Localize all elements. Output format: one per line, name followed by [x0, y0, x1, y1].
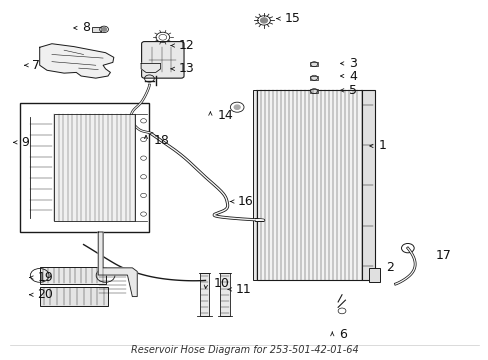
Text: 1: 1 — [378, 139, 386, 152]
Bar — [54, 114, 135, 221]
Text: 11: 11 — [235, 283, 251, 296]
Text: 2: 2 — [385, 261, 393, 274]
Bar — [92, 27, 101, 32]
FancyBboxPatch shape — [142, 41, 183, 78]
Circle shape — [102, 28, 106, 31]
Text: 20: 20 — [37, 288, 53, 301]
Polygon shape — [98, 232, 137, 297]
Text: 6: 6 — [339, 328, 347, 341]
Text: 7: 7 — [32, 59, 41, 72]
Text: 8: 8 — [82, 22, 90, 35]
Bar — [256, 90, 361, 280]
Circle shape — [234, 105, 240, 109]
Text: 18: 18 — [153, 134, 169, 147]
Bar — [310, 76, 318, 80]
Text: 3: 3 — [348, 57, 356, 70]
Text: 15: 15 — [284, 12, 300, 25]
Text: 17: 17 — [435, 249, 451, 262]
Text: 5: 5 — [348, 84, 357, 97]
Bar — [220, 273, 229, 316]
Text: Reservoir Hose Diagram for 253-501-42-01-64: Reservoir Hose Diagram for 253-501-42-01… — [130, 345, 358, 355]
Text: 19: 19 — [37, 271, 53, 284]
Text: 9: 9 — [21, 136, 29, 149]
Bar — [40, 267, 105, 284]
Bar — [361, 90, 374, 280]
Bar — [20, 103, 149, 232]
Polygon shape — [141, 63, 160, 72]
Text: 10: 10 — [213, 278, 229, 291]
Bar — [368, 268, 379, 282]
Text: 12: 12 — [178, 39, 194, 52]
Text: 13: 13 — [178, 62, 194, 75]
Text: 16: 16 — [237, 195, 253, 208]
Bar — [310, 89, 318, 93]
Text: 14: 14 — [217, 109, 233, 122]
Bar — [252, 90, 256, 280]
Bar — [40, 287, 108, 306]
Polygon shape — [40, 44, 114, 78]
Bar — [199, 273, 209, 316]
Text: 4: 4 — [348, 69, 356, 82]
Bar — [310, 62, 318, 66]
Circle shape — [260, 18, 267, 23]
